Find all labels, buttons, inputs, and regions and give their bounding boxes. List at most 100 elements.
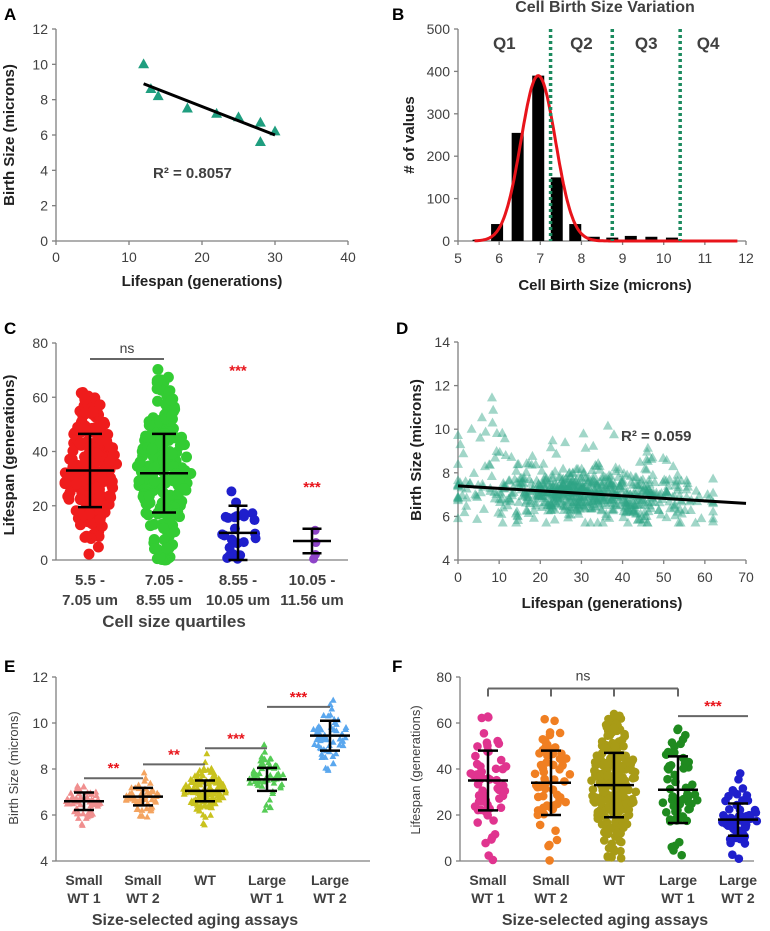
d-data-point [582,485,593,495]
d-x-tick-label: 0 [454,569,462,585]
d-data-point [453,492,463,502]
f-data-point [473,818,482,827]
d-data-point [567,499,578,509]
d-data-point [549,504,560,514]
d-data-point [560,473,571,483]
d-data-point [588,495,599,505]
d-data-point [708,516,719,526]
d-data-point [558,479,569,489]
d-data-point [617,475,628,485]
f-data-point [615,836,624,846]
d-data-point [608,485,619,495]
e-data-point [326,700,334,708]
b-x-tick-label: 8 [578,250,586,266]
d-data-point [489,487,500,497]
c-data-point [74,494,86,506]
d-data-point [541,517,552,527]
f-data-point [684,805,693,814]
d-data-point [646,496,657,506]
f-data-point [593,807,603,817]
c-data-point [146,443,158,455]
d-data-point [546,499,557,509]
d-data-point [636,517,647,527]
d-y-title: Birth Size (microns) [408,379,425,521]
f-data-point [627,766,637,775]
d-data-point [622,503,633,513]
d-data-point [579,482,590,492]
d-data-point [453,495,463,505]
f-x-tick-label: Large [659,872,697,888]
f-data-point [631,787,641,797]
f-data-point [661,807,671,817]
f-data-point [679,764,688,773]
d-data-point [572,482,583,492]
f-data-point [629,797,638,807]
d-data-point [615,480,626,490]
f-data-point [668,792,678,801]
d-data-point [578,428,589,438]
f-data-point [665,815,675,824]
c-data-point [152,508,164,520]
d-data-point [661,486,672,496]
d-data-point [543,477,554,487]
d-data-point [605,497,616,507]
e-data-point [196,766,204,773]
f-data-point [740,839,750,848]
c-data-point [166,448,178,460]
d-data-point [694,491,705,501]
f-data-point [734,774,743,784]
f-x-tick-label: WT 1 [661,890,695,906]
d-data-point [676,475,687,485]
d-data-point [558,489,569,499]
d-data-point [676,508,687,518]
e-data-point [251,778,259,785]
d-data-point [573,508,584,518]
d-data-point [590,501,601,511]
d-data-point [561,483,572,493]
f-data-point [533,810,543,820]
d-data-point [571,504,582,514]
f-data-point [734,854,744,864]
d-x-tick-label: 40 [615,569,631,585]
b-x-title: Cell Birth Size (microns) [518,277,691,294]
c-data-point [142,498,154,510]
d-data-point [592,478,603,488]
d-data-point [562,496,573,506]
e-significance-label: *** [227,730,245,747]
d-data-point [521,466,532,476]
d-data-point [646,503,657,513]
d-data-point [491,445,502,455]
b-quartile-label: Q1 [493,34,516,53]
f-data-point [601,720,611,730]
d-data-point [574,499,585,509]
d-data-point [511,465,522,475]
d-data-point [580,472,591,482]
e-y-tick-label: 6 [40,807,48,823]
e-x-tick-label: WT 1 [67,890,101,906]
d-data-point [518,474,529,484]
f-data-point [491,764,501,774]
a-y-tick-label: 8 [40,92,48,108]
d-data-point [673,517,684,527]
d-data-point [634,482,645,492]
f-data-point [612,828,621,838]
f-data-point [738,784,748,793]
e-data-point [65,800,73,807]
d-data-point [581,497,592,507]
d-data-point [642,455,653,465]
f-x-tick-label: Small [532,872,569,888]
f-data-point [724,804,734,814]
d-data-point [621,497,632,507]
f-data-point [619,822,628,831]
d-data-point [626,477,637,487]
a-data-point [152,90,164,101]
d-data-point [575,503,586,513]
panel-label-a: A [4,5,16,24]
d-data-point [613,471,624,481]
c-data-point [224,542,235,553]
d-data-point [507,490,518,500]
e-data-point [263,801,270,808]
d-data-point [533,488,544,498]
d-data-point [507,487,518,497]
c-data-point [71,478,83,490]
